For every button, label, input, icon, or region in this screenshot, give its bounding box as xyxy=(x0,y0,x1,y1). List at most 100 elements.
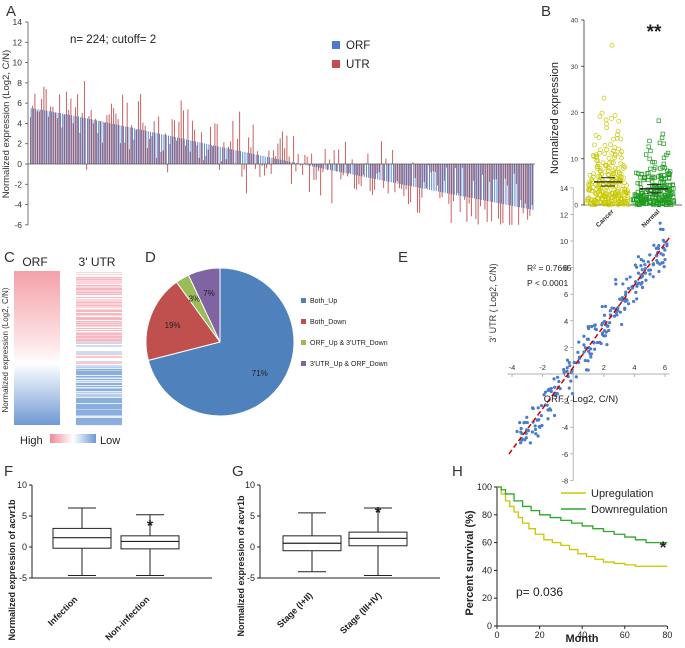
e-point xyxy=(620,322,624,327)
e-point xyxy=(607,328,611,333)
e-point xyxy=(583,358,587,363)
c-utr-stripe xyxy=(76,335,122,337)
e-point xyxy=(533,424,537,428)
c-utr-stripe xyxy=(76,325,122,327)
c-utr-stripe xyxy=(76,399,122,401)
h-significance: * xyxy=(660,538,667,557)
b-cancer-dot xyxy=(602,143,608,148)
c-utr-stripe xyxy=(76,293,122,295)
b-cancer-dot xyxy=(595,174,601,179)
e-point xyxy=(663,248,667,252)
d-legend-swatch xyxy=(301,361,306,366)
h-series-upregulation xyxy=(497,486,668,567)
e-point xyxy=(589,352,594,356)
c-utr-stripe xyxy=(76,363,122,365)
c-utr-stripe xyxy=(76,361,122,363)
e-point xyxy=(636,255,641,259)
b-cancer-dot xyxy=(597,114,603,120)
f-y-tick-label: 5 xyxy=(22,511,27,521)
h-plot: 0 20 40 60 80 100 80 60 40 20 0 xyxy=(477,482,672,640)
b-cancer-dot xyxy=(602,193,607,199)
b-cancer-dot xyxy=(590,153,596,158)
c-utr-stripe xyxy=(76,343,122,345)
c-utr-stripe xyxy=(76,355,122,357)
c-utr-stripe xyxy=(76,277,122,279)
c-utr-stripe xyxy=(76,334,122,336)
c-utr-stripe xyxy=(76,288,122,290)
c-utr-stripe xyxy=(76,414,122,416)
c-utr-stripe xyxy=(76,290,122,292)
e-point xyxy=(528,441,532,445)
b-normal-dot xyxy=(661,161,666,166)
b-normal-dot xyxy=(638,185,644,190)
c-utr-stripe xyxy=(76,374,122,376)
e-point xyxy=(634,290,638,294)
c-col-utr: 3' UTR xyxy=(79,255,116,269)
f-y-tick-label: 0 xyxy=(22,542,27,552)
b-normal-dot xyxy=(654,198,660,204)
b-y-tick-label: 40 xyxy=(571,18,579,25)
g-y-tick-label: -5 xyxy=(247,573,255,583)
c-utr-stripe xyxy=(76,333,122,335)
c-utr-stripe xyxy=(76,377,122,379)
e-x-label: ORF ( Log2, C/N) xyxy=(544,394,618,405)
c-utr-stripe xyxy=(76,291,122,293)
e-point xyxy=(635,297,639,301)
h-y-tick-label: 100 xyxy=(477,482,492,492)
e-point xyxy=(636,271,641,275)
panel-c-heatmap: ORF 3' UTR Normalized expression (Log2, … xyxy=(1,255,122,447)
e-point xyxy=(553,385,557,389)
e-point xyxy=(640,285,645,290)
b-cancer-dot xyxy=(624,200,629,206)
c-utr-stripe xyxy=(76,421,122,423)
e-point xyxy=(539,414,543,418)
e-point xyxy=(661,227,665,232)
b-cancer-dot xyxy=(604,147,609,153)
b-cancer-dot xyxy=(603,163,609,169)
e-point xyxy=(585,337,589,341)
c-utr-stripe xyxy=(76,387,122,389)
e-point xyxy=(582,334,586,338)
e-point xyxy=(593,347,597,351)
b-y-ticks: 40 30 20 10 0 xyxy=(571,18,584,210)
e-point xyxy=(608,321,612,325)
b-cancer-dot xyxy=(622,189,627,195)
e-point xyxy=(632,299,636,304)
a-y-tick-label: 6 xyxy=(17,98,22,108)
b-cancer-dot xyxy=(597,150,602,156)
e-point xyxy=(567,386,571,390)
b-normal-dot xyxy=(659,135,665,141)
c-utr-stripe xyxy=(76,403,122,405)
b-normal-dot xyxy=(671,201,676,206)
c-utr-stripe xyxy=(76,395,122,397)
e-point xyxy=(568,364,572,368)
b-cancer-dot xyxy=(589,197,594,203)
panel-f-boxplot: 10 5 0 -5 Normalized expression of acvr1b I… xyxy=(7,480,212,642)
b-cancer-dot xyxy=(597,174,603,179)
e-point xyxy=(525,420,529,425)
b-cancer-dot xyxy=(612,166,618,171)
b-normal-dot xyxy=(644,197,649,202)
e-point xyxy=(589,355,593,359)
d-slice-label: 3% xyxy=(189,295,201,304)
b-normal-dot xyxy=(652,175,657,180)
b-cancer-dot xyxy=(609,116,614,121)
g-box xyxy=(348,531,408,547)
b-cancer-dot xyxy=(592,142,597,148)
e-point xyxy=(538,425,542,429)
h-legend-up-label: Upregulation xyxy=(591,488,653,500)
e-point xyxy=(605,324,609,328)
b-normal-dot xyxy=(645,187,650,192)
b-normal-dot xyxy=(657,140,663,146)
c-utr-stripe xyxy=(76,336,122,338)
h-x-tick-label: 80 xyxy=(662,630,672,640)
c-utr-stripe xyxy=(76,357,122,359)
e-point xyxy=(624,297,628,302)
e-point xyxy=(582,350,586,354)
d-slice-label: 7% xyxy=(203,289,215,298)
b-cancer-dot xyxy=(586,182,592,187)
d-slice-label: 19% xyxy=(165,321,181,330)
c-utr-stripe xyxy=(76,295,122,297)
e-point xyxy=(533,427,538,432)
